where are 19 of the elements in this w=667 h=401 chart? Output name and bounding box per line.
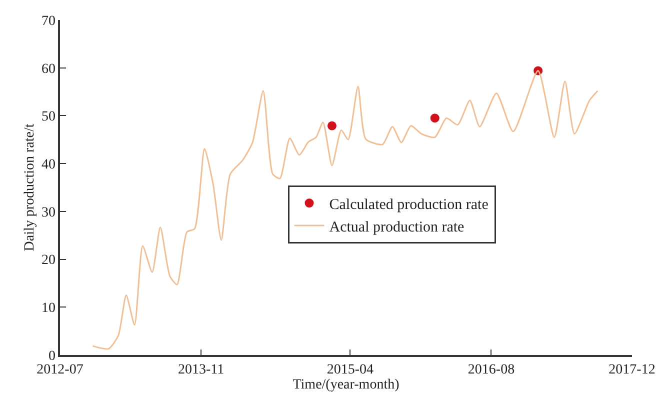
x-tick-label: 2015-04	[326, 362, 374, 378]
x-axis-title: Time/(year-month)	[292, 378, 400, 393]
point	[327, 121, 336, 130]
y-tick-label: 50	[41, 110, 56, 125]
y-tick-label: 0	[48, 348, 56, 364]
x-tick-label: 2012-07	[36, 362, 84, 378]
x-tick-label: 2017-12	[608, 362, 656, 378]
x-tick-label: 2013-11	[178, 362, 224, 378]
y-tick-label: 20	[41, 253, 56, 268]
x-tick-label: 2016-08	[468, 362, 515, 378]
y-tick-label: 40	[41, 157, 56, 172]
y-tick-label: 10	[41, 301, 56, 316]
y-tick-label: 30	[41, 205, 56, 220]
y-tick-label: 60	[41, 62, 56, 77]
y-tick-label: 70	[41, 14, 56, 29]
legend-label: Actual production rate	[329, 219, 465, 236]
y-axis-title: Daily production rate/t	[22, 124, 38, 252]
point	[430, 114, 440, 123]
legend-label: Calculated production rate	[329, 196, 489, 213]
